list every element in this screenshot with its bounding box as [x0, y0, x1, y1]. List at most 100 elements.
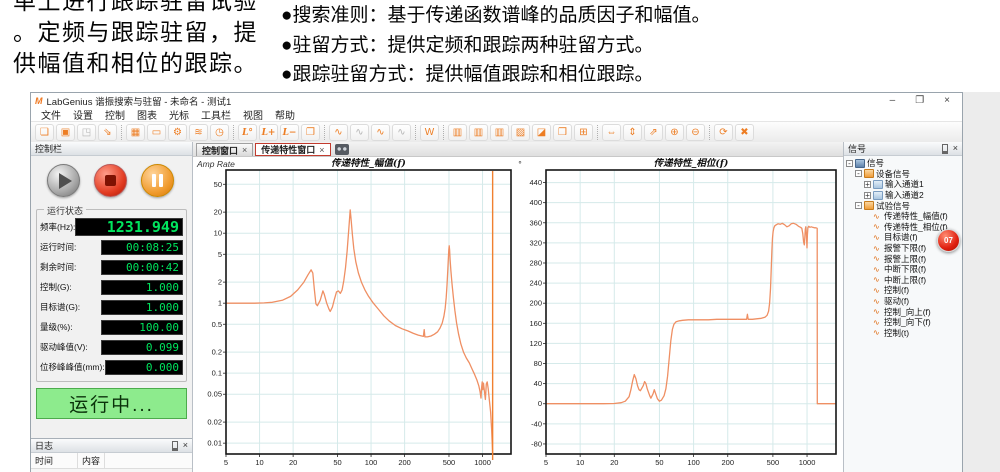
menu-item[interactable]: 文件 [41, 111, 61, 122]
expander-minus-icon[interactable]: - [855, 170, 862, 178]
svg-text:0.02: 0.02 [207, 418, 222, 427]
run-status-label: 运行状态 [44, 204, 87, 217]
notification-badge[interactable]: 07 [937, 229, 960, 252]
field-value-display: 1231.949 [75, 217, 183, 236]
expander-plus-icon[interactable]: + [864, 190, 871, 200]
tree-item[interactable]: ∿ 中断下限(f) [844, 264, 962, 275]
tree-item[interactable]: - 信号 [844, 158, 962, 169]
export-file-button[interactable]: ⇘ [98, 124, 117, 141]
pin-icon[interactable] [171, 440, 178, 451]
wave-signal-1-button[interactable]: ∿ [329, 124, 348, 141]
svg-text:320: 320 [529, 238, 542, 247]
spectrum-setup-button[interactable]: ≋ [189, 124, 208, 141]
menu-item[interactable]: 光标 [169, 111, 189, 122]
level-original-button[interactable]: L° [238, 124, 257, 141]
new-file-button[interactable]: ❏ [35, 124, 54, 141]
link-windows-button[interactable]: ❒ [553, 124, 572, 141]
signal-panel-title: 信号 [848, 144, 867, 154]
save-file-button[interactable]: ▣ [56, 124, 75, 141]
log-column-headers: 时间 内容 [31, 453, 192, 469]
svg-text:80: 80 [534, 359, 542, 368]
stop-button[interactable] [94, 164, 127, 197]
level-increase-button[interactable]: L+ [259, 124, 278, 141]
fit-horizontal-button[interactable]: ⇔ [602, 124, 621, 141]
zoom-out-button[interactable]: ⊖ [686, 124, 705, 141]
minimize-button[interactable]: – [889, 95, 896, 106]
waveform-icon: ∿ [873, 285, 880, 295]
tree-item[interactable]: ∿ 驱动(f) [844, 296, 962, 307]
tree-item[interactable]: ∿ 控制(t) [844, 328, 962, 339]
pause-button[interactable] [141, 164, 174, 197]
chart-bars-2-button[interactable]: ▥ [469, 124, 488, 141]
device-setup-button[interactable]: ▦ [126, 124, 145, 141]
report-view-button[interactable]: ▭ [147, 124, 166, 141]
desktop-background [963, 92, 1000, 472]
tree-item[interactable]: ∿ 中断上限(f) [844, 275, 962, 286]
close-icon[interactable]: × [952, 143, 958, 153]
pin-icon[interactable] [941, 143, 948, 154]
layout-grid-button[interactable]: ⊞ [574, 124, 593, 141]
tree-item[interactable]: ∿ 控制_向下(f) [844, 317, 962, 328]
fit-diagonal-button[interactable]: ⇗ [644, 124, 663, 141]
chart-bars-3-button[interactable]: ▥ [490, 124, 509, 141]
window-function-button[interactable]: W [420, 124, 439, 141]
restore-button[interactable]: ❐ [915, 95, 925, 106]
tree-item[interactable]: ∿ 报警上限(f) [844, 253, 962, 264]
svg-text:10: 10 [214, 229, 222, 238]
menu-item[interactable]: 控制 [105, 111, 125, 122]
tab-close-icon[interactable]: × [319, 144, 325, 155]
svg-text:1000: 1000 [474, 458, 491, 467]
expander-minus-icon[interactable]: - [855, 202, 862, 210]
test-settings-button[interactable]: ⚙ [168, 124, 187, 141]
tab-close-icon[interactable]: × [242, 145, 248, 155]
svg-text:0.5: 0.5 [212, 320, 222, 329]
zoom-in-button[interactable]: ⊕ [665, 124, 684, 141]
field-value-display: 1.000 [101, 279, 183, 295]
tab-active[interactable]: 传递特性窗口 × [255, 143, 331, 156]
wave-signal-3-button[interactable]: ∿ [371, 124, 390, 141]
clear-charts-button[interactable]: ✖ [735, 124, 754, 141]
phase-chart[interactable]: 5 10 20 50 100 200 500 100044040036032028024020… [516, 158, 844, 468]
menu-item[interactable]: 视图 [243, 111, 263, 122]
fit-vertical-button[interactable]: ⇕ [623, 124, 642, 141]
expander-minus-icon[interactable]: - [846, 159, 853, 167]
amplitude-chart[interactable]: 5 10 20 50 100 200 500 1000 50 20 10 5 2 1 0.5 0.2 0.1 0.… [195, 158, 517, 468]
open-file-button[interactable]: ◳ [77, 124, 96, 141]
tree-item[interactable]: ∿ 目标谱(f) [844, 232, 962, 243]
menu-item[interactable]: 设置 [73, 111, 93, 122]
svg-text:-40: -40 [531, 419, 542, 428]
tab-inactive[interactable]: 控制窗口 × [196, 143, 254, 156]
tree-item[interactable]: ∿ 控制(f) [844, 285, 962, 296]
tab-bar: 控制窗口 × 传递特性窗口 × [193, 142, 843, 157]
chart-split-button[interactable]: ◪ [532, 124, 551, 141]
waveform-icon: ∿ [873, 243, 880, 253]
level-decrease-button[interactable]: L− [280, 124, 299, 141]
tree-item[interactable]: ∿ 传递特性_相位(f) [844, 222, 962, 233]
field-label: 频率(Hz): [40, 221, 76, 232]
window-list-icon[interactable] [334, 144, 349, 155]
waveform-icon: ∿ [873, 222, 880, 232]
tree-item[interactable]: ∿ 控制_向上(f) [844, 306, 962, 317]
wave-signal-2-button[interactable]: ∿ [350, 124, 369, 141]
tree-item[interactable]: + 输入通道1 [844, 179, 962, 190]
menu-item[interactable]: 帮助 [275, 111, 295, 122]
play-button[interactable] [47, 164, 80, 197]
close-button[interactable]: × [944, 95, 950, 106]
chart-bars-1-button[interactable]: ▥ [448, 124, 467, 141]
expander-plus-icon[interactable]: + [864, 179, 871, 189]
tree-item[interactable]: - 试验信号 [844, 200, 962, 211]
menu-item[interactable]: 工具栏 [201, 111, 231, 122]
close-icon[interactable]: × [182, 440, 188, 450]
tree-item[interactable]: ∿ 传递特性_幅值(f) [844, 211, 962, 222]
menu-item[interactable]: 图表 [137, 111, 157, 122]
wave-signal-4-button[interactable]: ∿ [392, 124, 411, 141]
chart-scatter-button[interactable]: ▨ [511, 124, 530, 141]
tree-item[interactable]: ∿ 报警下限(f) [844, 243, 962, 254]
tree-item[interactable]: - 设备信号 [844, 169, 962, 180]
toolbar: ❏ ▣ ◳ ⇘ ▦ ▭ ⚙ ≋ ◷ L° L+ L− ❐ ∿ ∿ ∿ ∿ W ▥ ▥ ▥ ▨ ◪ ❒ ⊞ ⇔ ⇕ ⇗ ⊕ ⊖ ⟳ ✖ [31, 122, 962, 144]
field-row: 运行时间: 00:08:25 [40, 237, 183, 257]
tree-item[interactable]: + 输入通道2 [844, 190, 962, 201]
window-arrange-button[interactable]: ❐ [301, 124, 320, 141]
schedule-setup-button[interactable]: ◷ [210, 124, 229, 141]
refresh-charts-button[interactable]: ⟳ [714, 124, 733, 141]
